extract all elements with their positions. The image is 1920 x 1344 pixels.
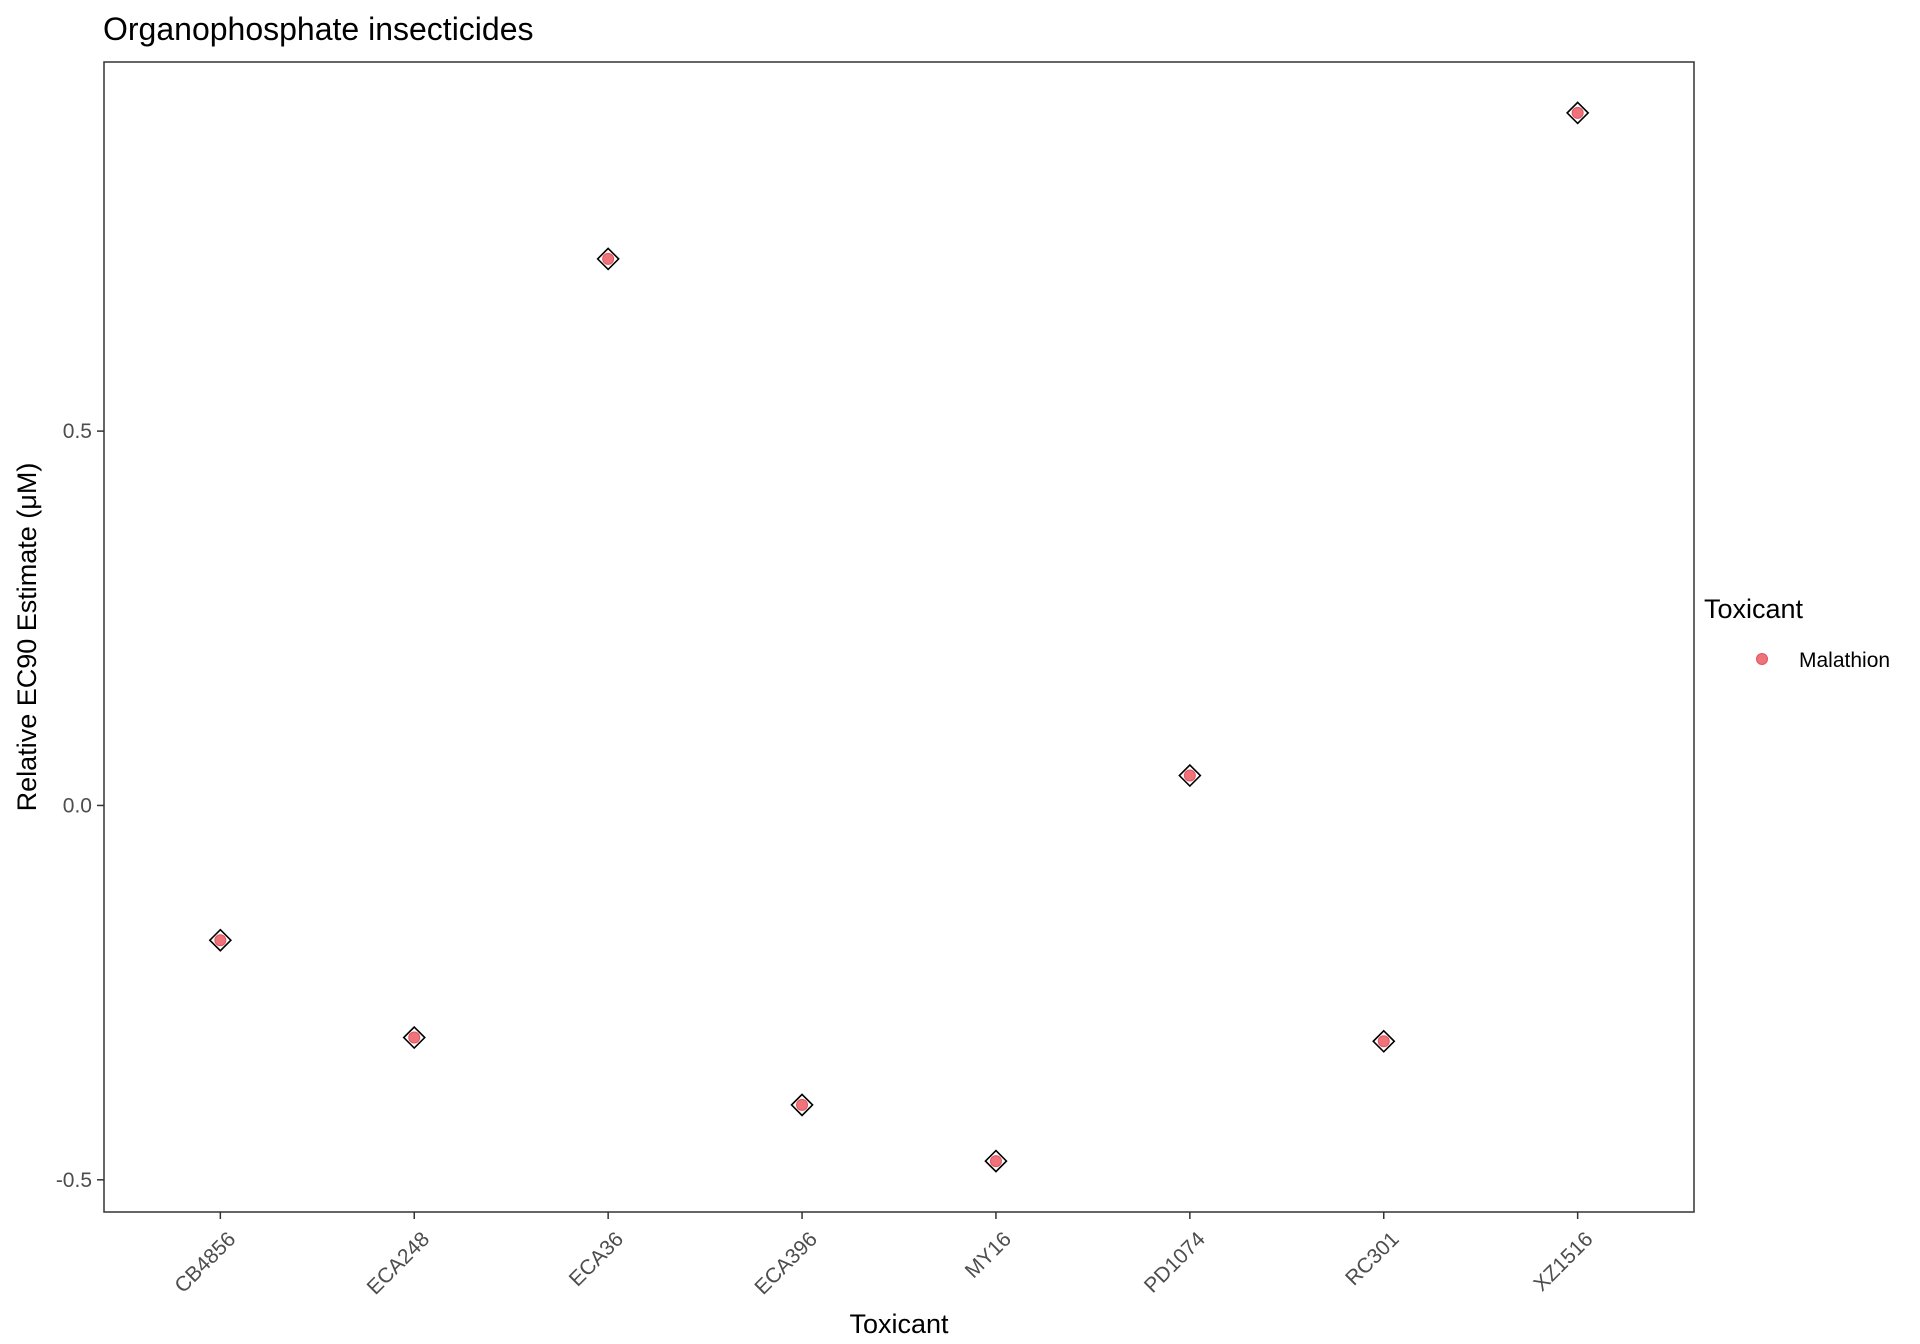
y-tick-label: 0.5	[63, 420, 92, 443]
legend-title: Toxicant	[1704, 594, 1804, 624]
legend-key-malathion	[1756, 653, 1768, 665]
diamond-marker	[1372, 1029, 1396, 1053]
x-axis: CB4856 ECA248 ECA36 ECA396 MY16 PD1074 RC301 XZ…	[170, 1212, 1598, 1300]
diamond-marker	[402, 1025, 426, 1050]
point-marker	[1183, 769, 1196, 782]
y-tick-label: -0.5	[56, 1169, 92, 1192]
data-point	[208, 928, 232, 952]
y-tick-label: 0.0	[63, 794, 92, 817]
data-point	[596, 247, 620, 271]
point-marker	[796, 1098, 809, 1111]
diamond-marker	[208, 928, 232, 952]
diamond-marker	[790, 1093, 814, 1117]
diamond-marker	[596, 247, 620, 271]
diamond-marker	[1566, 101, 1590, 125]
legend: Toxicant Malathion	[1704, 594, 1890, 672]
data-point	[402, 1025, 426, 1050]
plot-panel	[103, 61, 1695, 1213]
x-axis-title: Toxicant	[849, 1309, 949, 1339]
x-tick-label: ECA248	[363, 1228, 435, 1300]
data-point	[1566, 101, 1590, 125]
data-point	[984, 1149, 1008, 1173]
diamond-marker	[1178, 763, 1202, 788]
y-axis-title: Relative EC90 Estimate (μM)	[12, 463, 42, 812]
diamond-marker	[984, 1149, 1008, 1173]
point-marker	[989, 1155, 1002, 1168]
legend-label-malathion: Malathion	[1799, 649, 1890, 672]
x-tick-label: MY16	[961, 1228, 1016, 1283]
data-point	[1372, 1029, 1396, 1053]
y-axis: -0.5 0.0 0.5	[56, 420, 104, 1192]
point-marker	[408, 1031, 421, 1044]
point-marker	[602, 252, 615, 265]
x-tick-label: CB4856	[170, 1228, 240, 1298]
data-point	[790, 1093, 814, 1117]
point-marker	[214, 934, 227, 947]
point-marker	[1377, 1035, 1390, 1048]
data-point	[1178, 763, 1202, 788]
chart-title: Organophosphate insecticides	[103, 11, 534, 47]
x-tick-label: RC301	[1341, 1228, 1403, 1290]
x-tick-label: PD1074	[1140, 1227, 1210, 1297]
x-tick-label: ECA36	[565, 1228, 628, 1291]
x-tick-label: XZ1516	[1529, 1228, 1597, 1296]
data-points	[208, 101, 1590, 1173]
x-tick-label: ECA396	[750, 1228, 822, 1300]
point-marker	[1571, 106, 1584, 119]
